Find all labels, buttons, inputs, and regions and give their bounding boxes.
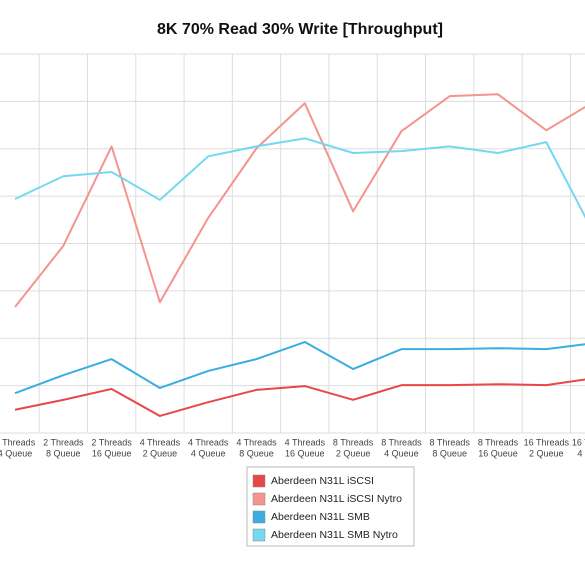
legend-swatch: [252, 510, 266, 524]
x-tick-label: 2 Threads: [0, 437, 36, 447]
x-tick-label: 8 Threads: [478, 437, 519, 447]
legend-label: Aberdeen N31L SMB Nytro: [271, 529, 398, 541]
x-tick-label: 4 Queue: [384, 448, 419, 458]
x-tick-label: 4 Queue: [0, 448, 32, 458]
x-tick-label: 4 Threads: [140, 437, 181, 447]
legend-swatch: [252, 474, 266, 488]
x-tick-label: 4 Queue: [191, 448, 226, 458]
x-tick-label: 2 Queue: [529, 448, 564, 458]
x-tick-label: 2 Threads: [91, 437, 132, 447]
x-tick-label: 16 Queue: [478, 448, 518, 458]
x-tick-label: 4 Threads: [236, 437, 277, 447]
x-tick-label: 8 Threads: [333, 437, 374, 447]
x-tick-label: 8 Threads: [381, 437, 422, 447]
x-tick-label: 16 Queue: [92, 448, 132, 458]
x-tick-label: 8 Queue: [46, 448, 81, 458]
legend-label: Aberdeen N31L iSCSI Nytro: [271, 493, 402, 505]
legend-swatch: [252, 528, 266, 542]
chart-title: 8K 70% Read 30% Write [Throughput]: [157, 21, 443, 38]
x-tick-label: 2 Queue: [336, 448, 371, 458]
x-tick-label: 4 Threads: [188, 437, 229, 447]
x-tick-label: 4 Threads: [285, 437, 326, 447]
x-tick-label: 2 Queue: [143, 448, 178, 458]
legend-box: [246, 466, 415, 547]
series-line: [14, 341, 585, 395]
x-tick-label: 4 Queue: [577, 448, 585, 458]
series-line: [14, 93, 585, 308]
x-tick-label: 16 Threads: [524, 437, 570, 447]
x-tick-label: 8 Queue: [239, 448, 274, 458]
x-tick-label: 8 Queue: [432, 448, 467, 458]
x-tick-label: 2 Threads: [43, 437, 84, 447]
x-tick-label: 16 Queue: [285, 448, 325, 458]
x-tick-label: 8 Threads: [430, 437, 471, 447]
legend-label: Aberdeen N31L iSCSI: [271, 475, 374, 487]
legend-label: Aberdeen N31L SMB: [271, 511, 370, 523]
series-line: [14, 137, 585, 219]
legend-swatch: [252, 492, 266, 506]
series-line: [14, 378, 585, 417]
x-tick-label: 16 Threads: [572, 437, 585, 447]
